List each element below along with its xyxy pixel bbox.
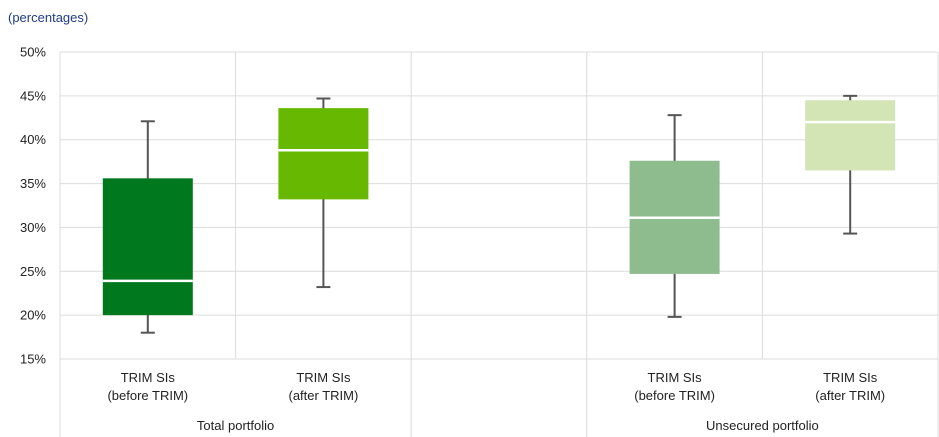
y-tick-label: 40%	[20, 132, 46, 147]
category-label: (after TRIM)	[815, 388, 885, 403]
group-label: Unsecured portfolio	[706, 418, 819, 433]
y-tick-label: 15%	[20, 352, 46, 367]
y-tick-label: 45%	[20, 88, 46, 103]
box	[805, 100, 896, 171]
y-tick-label: 20%	[20, 308, 46, 323]
y-tick-label: 35%	[20, 176, 46, 191]
category-label: TRIM SIs	[121, 370, 176, 385]
chart-subtitle: (percentages)	[8, 10, 89, 25]
category-label: TRIM SIs	[648, 370, 703, 385]
group-label: Total portfolio	[197, 418, 274, 433]
y-tick-label: 30%	[20, 220, 46, 235]
category-label: TRIM SIs	[296, 370, 351, 385]
category-label: (before TRIM)	[634, 388, 715, 403]
category-label: TRIM SIs	[823, 370, 878, 385]
y-tick-label: 50%	[20, 45, 46, 60]
box	[102, 178, 193, 316]
category-label: (before TRIM)	[107, 388, 188, 403]
box	[278, 108, 369, 200]
y-tick-label: 25%	[20, 264, 46, 279]
category-label: (after TRIM)	[288, 388, 358, 403]
